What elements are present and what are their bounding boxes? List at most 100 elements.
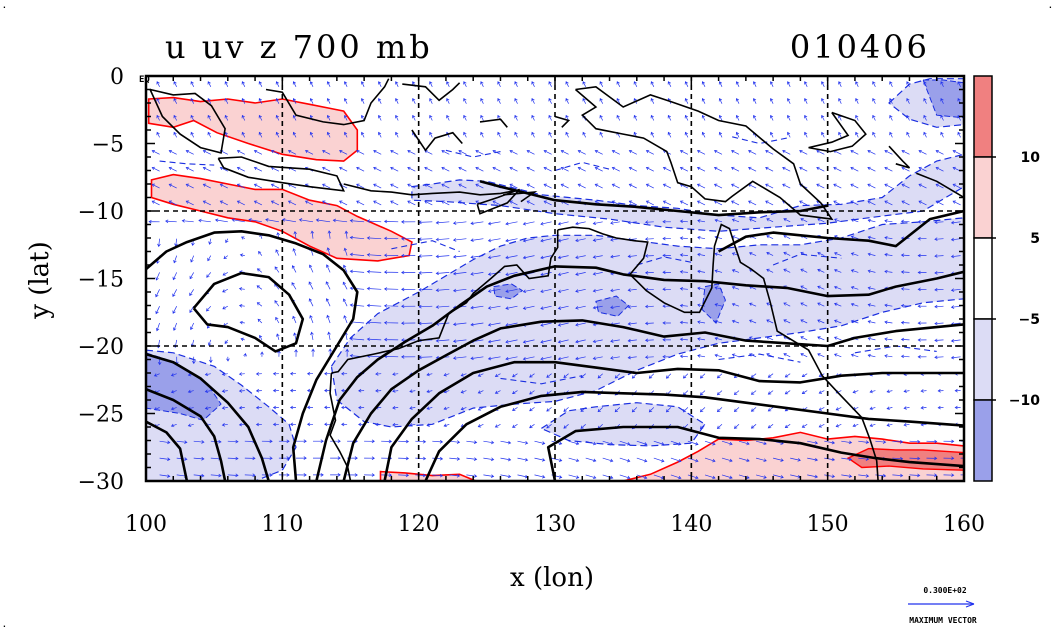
wind-vector-345: [383, 236, 399, 241]
wind-vector-265: [343, 98, 348, 104]
wind-vector-503: [500, 474, 512, 479]
wind-vector-431: [449, 474, 461, 478]
wind-vector-314: [378, 114, 382, 121]
y-tick-label--10: −10: [78, 200, 124, 225]
wind-vector-652: [611, 149, 620, 155]
wind-vector-135: [240, 337, 245, 342]
colorbar-segment-0: [973, 75, 993, 158]
wind-vector-280: [345, 348, 349, 357]
wind-vector-83: [206, 272, 212, 278]
wind-vector-138: [238, 389, 245, 393]
wind-vector-402: [426, 389, 433, 394]
wind-vector-24: [173, 81, 178, 87]
wind-vector-648: [616, 81, 621, 87]
wind-vector-870: [765, 183, 774, 189]
wind-vector-108: [222, 288, 228, 293]
wind-vector-704: [644, 220, 654, 224]
wind-vector-163: [255, 405, 262, 410]
wind-vector-312: [378, 81, 382, 87]
wind-vector-246: [322, 183, 331, 189]
wind-vector-772: [696, 149, 706, 155]
wind-vector-650: [616, 114, 621, 121]
colorbar-segment-4: [973, 399, 993, 482]
wind-vector-507: [514, 131, 518, 138]
wind-vector-676: [628, 149, 637, 155]
wind-vector-11: [155, 272, 160, 281]
wind-vector-671: [619, 474, 631, 480]
wind-vector-413: [441, 166, 450, 172]
wind-vector-1066: [900, 253, 910, 257]
wind-vector-589: [557, 305, 569, 310]
wind-vector-1099: [920, 406, 927, 410]
wind-vector-1014: [867, 183, 876, 189]
wind-vector-117: [227, 439, 239, 444]
wind-vector-340: [390, 149, 399, 155]
wind-vector-821: [731, 166, 740, 172]
wind-vector-475: [477, 407, 484, 411]
wind-vector-629: [594, 166, 603, 172]
wind-vector-904: [783, 353, 791, 358]
wind-vector-43: [170, 406, 177, 411]
wind-vector-389: [424, 166, 433, 172]
wind-vector-1104: [940, 81, 944, 87]
wind-vector-358: [398, 456, 410, 461]
wind-vector-26: [173, 114, 178, 121]
wind-vector-1106: [940, 114, 944, 121]
wind-vector-373: [401, 304, 416, 309]
wind-vector-289: [360, 98, 365, 104]
x-tick-label-150: 150: [807, 512, 849, 537]
wind-vector-390: [424, 183, 433, 189]
wind-vector-27: [173, 131, 178, 138]
wind-vector-126: [236, 183, 245, 189]
wind-vector-1138: [950, 254, 961, 259]
wind-vector-151: [253, 200, 263, 206]
wind-vector-337: [395, 98, 399, 104]
wind-vector-297: [349, 235, 365, 240]
wind-vector-621: [585, 440, 597, 446]
reference-vector-caption: MAXIMUM VECTOR: [909, 616, 977, 625]
wind-vector-529: [531, 98, 535, 104]
wind-vector-271: [339, 200, 348, 206]
wind-vector-783: [697, 337, 706, 341]
height-contour-1: [192, 271, 305, 353]
wind-vector-606: [577, 183, 586, 189]
wind-vector-689: [631, 373, 638, 379]
wind-vector-674: [633, 114, 638, 121]
wind-vector-89: [204, 372, 211, 377]
wind-vector-1048: [884, 354, 893, 358]
wind-vector-576: [565, 81, 569, 87]
wind-vector-371: [401, 270, 416, 275]
y-tick-label--15: −15: [78, 268, 124, 293]
wind-vector-741: [670, 440, 682, 446]
wind-vector-899: [783, 268, 791, 273]
wind-vector-980: [835, 423, 842, 428]
wind-vector-995: [850, 269, 859, 273]
wind-vector-971: [833, 268, 842, 273]
wind-vector-1: [156, 98, 160, 104]
wind-vector-450: [460, 390, 467, 394]
wind-vector-196: [287, 149, 297, 155]
wind-vector-612: [575, 288, 586, 293]
wind-vector-684: [627, 288, 637, 292]
wind-vector-8: [148, 219, 160, 224]
wind-vector-1126: [943, 456, 955, 461]
wind-vector-1144: [950, 355, 961, 360]
wind-vector-73: [207, 98, 212, 104]
wind-vector-871: [765, 200, 774, 206]
wind-vector-836: [733, 424, 740, 429]
wind-vector-747: [684, 131, 689, 138]
wind-vector-981: [841, 440, 853, 445]
wind-vector-406: [432, 456, 444, 461]
wind-vector-901: [783, 302, 791, 307]
wind-vector-868: [765, 149, 774, 155]
wind-vector-53: [185, 166, 194, 172]
wind-vector-1053: [892, 440, 904, 444]
wind-vector-213: [296, 439, 307, 443]
wind-vector-58: [190, 255, 195, 263]
wind-vector-1111: [935, 200, 944, 206]
wind-vector-536: [522, 221, 535, 226]
wind-vector-669: [619, 440, 631, 446]
wind-vector-535: [526, 200, 535, 206]
reference-vector-key: 0.300E+02 MAXIMUM VECTOR: [908, 586, 977, 625]
wind-vector-350: [383, 320, 399, 325]
